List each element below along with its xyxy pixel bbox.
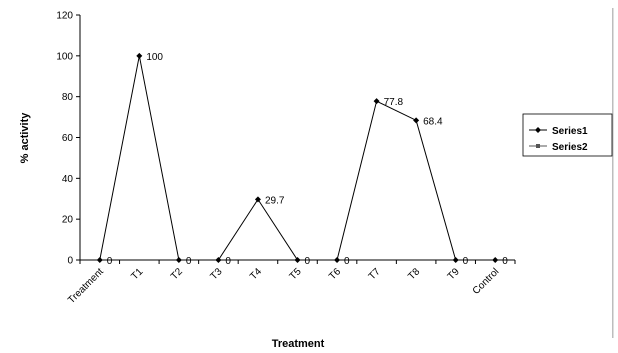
y-tick-label: 0 — [67, 256, 73, 267]
series1-data-label: 0 — [186, 256, 192, 267]
x-tick-label: T1 — [129, 266, 145, 282]
legend-label-series2: Series2 — [552, 142, 588, 153]
x-axis-title: Treatment — [272, 338, 325, 350]
series1-point — [254, 196, 261, 203]
series1-point — [215, 257, 222, 263]
y-axis: 0 20 40 60 80 100 120 — [56, 11, 81, 267]
series1-data-label: 0 — [344, 256, 350, 267]
y-tick-label: 120 — [56, 11, 73, 22]
legend-marker-series2 — [536, 144, 540, 148]
x-tick-label: T4 — [248, 266, 264, 282]
y-axis-title: % activity — [19, 112, 31, 164]
y-tick-label: 20 — [62, 215, 74, 226]
y-tick-label: 40 — [62, 174, 74, 185]
series1-data-label: 77.8 — [384, 97, 404, 108]
series1-point — [175, 257, 182, 263]
series1-data-label: 0 — [225, 256, 231, 267]
series1-point — [294, 257, 301, 263]
series1-point — [136, 52, 143, 59]
series1-data-label: 100 — [146, 52, 163, 63]
series1-data-label: 68.4 — [423, 116, 443, 127]
legend-entry-series1: Series1 — [529, 126, 588, 137]
legend-box — [522, 113, 613, 157]
x-tick-label: T7 — [367, 266, 383, 282]
series1-point — [492, 257, 499, 263]
series1-data-label: 29.7 — [265, 195, 285, 206]
legend-marker-series1 — [535, 127, 541, 133]
y-tick-label: 60 — [62, 133, 74, 144]
frame-edge — [612, 8, 614, 338]
series1-point — [413, 117, 420, 124]
x-tick-label: T2 — [169, 266, 185, 282]
x-axis: Treatment T1 T2 T3 T4 T5 T6 T7 T8 T9 Control — [66, 259, 516, 306]
x-tick-label: Treatment — [66, 266, 106, 306]
series1-point — [334, 257, 341, 263]
y-tick-label: 100 — [56, 51, 73, 62]
y-tick-label: 80 — [62, 92, 74, 103]
series1-data-label: 0 — [463, 256, 469, 267]
x-tick-label: T9 — [446, 266, 462, 282]
series1-point — [96, 257, 103, 263]
series-layer — [96, 52, 499, 263]
series1-line — [99, 55, 496, 261]
x-tick-label: T6 — [327, 266, 343, 282]
x-tick-label: T8 — [406, 266, 422, 282]
series1-point — [452, 257, 459, 263]
legend: Series1 Series2 — [522, 113, 613, 157]
legend-entry-series2: Series2 — [529, 142, 588, 153]
legend-label-series1: Series1 — [552, 126, 588, 137]
series1-data-label: 0 — [502, 256, 508, 267]
series1-data-label: 0 — [107, 256, 113, 267]
x-tick-label: Control — [471, 266, 502, 297]
series1-data-label: 0 — [305, 256, 311, 267]
data-labels: 0 100 0 0 29.7 0 0 77.8 68.4 0 0 — [107, 52, 508, 267]
series1-point — [373, 98, 380, 105]
x-tick-label: T5 — [288, 266, 304, 282]
x-tick-label: T3 — [208, 266, 224, 282]
